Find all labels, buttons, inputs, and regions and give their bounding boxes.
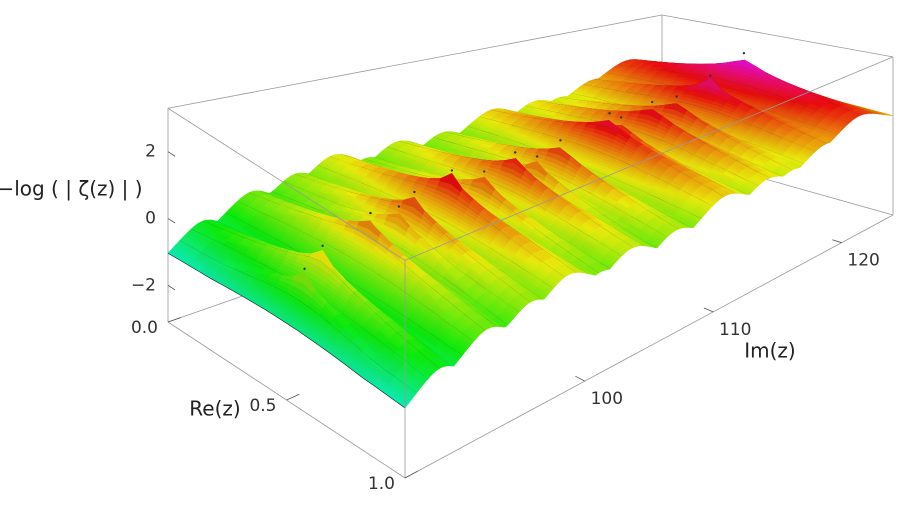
box-edge <box>167 14 663 109</box>
surface <box>167 51 894 409</box>
box-edge <box>661 14 894 58</box>
